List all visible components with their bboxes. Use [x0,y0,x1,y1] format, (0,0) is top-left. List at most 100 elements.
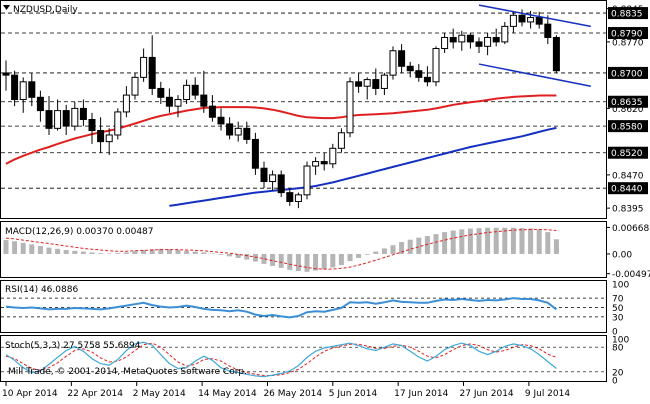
candle-body [209,106,215,117]
price-tick-label: 0.8440 [611,185,643,195]
candle-body [192,85,198,95]
macd-bar [12,241,17,254]
price-tick-label: 0.8770 [612,38,644,48]
date-label: 10 Apr 2014 [2,389,58,399]
candle-body [416,71,422,78]
candle-body [330,148,336,164]
macd-bar [520,228,525,254]
macd-bar [434,234,439,254]
macd-bar [296,254,301,271]
date-label: 14 May 2014 [198,389,257,399]
date-label: 9 Jul 2014 [525,389,570,399]
watermark: Mill Trade, © 2001-2014, MetaQuotes Soft… [8,367,247,377]
candle-body [502,26,508,42]
candle-body [106,135,112,142]
candle-body [373,80,379,89]
macd-bar [537,229,542,254]
candle-body [98,131,104,142]
candle-body [132,77,138,95]
candle-body [149,57,155,88]
date-label: 22 Apr 2014 [67,389,123,399]
macd-bar [124,252,129,254]
candle-body [184,85,190,99]
candle-body [493,37,499,41]
candle-body [166,97,172,106]
candle-body [553,37,559,70]
rsi-title: RSI(14) 46.0886 [5,285,78,295]
macd-bar [305,254,310,272]
candle-body [295,195,301,202]
price-tick-label: 0.8470 [612,171,644,181]
candle-body [123,95,129,112]
macd-bar [511,228,516,254]
candle-body [235,128,241,135]
macd-bar [330,254,335,268]
candle-body [80,108,86,119]
candle-body [141,57,147,77]
candle-body [450,37,456,41]
candle-body [46,111,52,129]
stoch-tick-label: 80 [612,344,624,354]
macd-bar [382,248,387,254]
macd-bar [348,254,353,261]
candle-body [218,117,224,124]
macd-bar [373,252,378,254]
macd-bar [279,254,284,268]
macd-tick-label: -0.00497 [612,270,650,280]
date-label: 26 May 2014 [263,389,322,399]
macd-bar [554,239,559,254]
macd-bar [98,253,103,254]
macd-bar [90,252,95,254]
rsi-tick-label: 100 [612,281,629,291]
date-label: 27 Jun 2014 [460,389,514,399]
candle-body [459,35,465,42]
candle-body [72,108,78,126]
candle-body [89,119,95,130]
candle-body [252,139,258,168]
macd-bar [81,252,86,254]
candle-body [424,77,430,81]
macd-bar [193,252,198,254]
candle-body [476,42,482,46]
macd-bar [201,252,206,254]
macd-bar [244,254,249,260]
candle-body [270,175,276,182]
macd-bar [408,240,413,254]
candle-body [261,168,267,181]
macd-tick-label: 0.00 [612,250,632,260]
candle-body [510,15,516,26]
candle-body [55,111,61,129]
price-tick-label: 0.8620 [612,105,644,115]
candle-body [20,82,26,100]
candle-body [63,111,69,127]
macd-bar [38,246,43,254]
candle-body [519,15,525,22]
macd-bar [47,248,52,254]
macd-bar [21,243,26,254]
price-tick-label: 0.8395 [612,205,644,215]
macd-bar [485,228,490,254]
candle-body [536,18,542,25]
macd-bar [468,229,473,254]
macd-bar [115,253,120,254]
candle-body [304,166,310,195]
price-tick-label: 0.8520 [611,149,643,159]
candle-body [175,100,181,107]
candle-body [227,124,233,135]
candle-body [244,128,250,139]
candle-body [407,66,413,70]
macd-bar [339,254,344,265]
macd-bar [322,254,327,269]
candle-body [115,112,121,135]
date-label: 17 Jun 2014 [394,389,448,399]
price-tick-label: 0.8700 [611,69,643,79]
macd-bar [176,250,181,254]
candle-body [278,175,284,193]
price-axis: 0.88450.88350.87900.87700.87000.86350.86… [606,5,648,214]
candle-body [321,162,327,164]
candle-body [201,95,207,106]
macd-bar [219,254,224,255]
